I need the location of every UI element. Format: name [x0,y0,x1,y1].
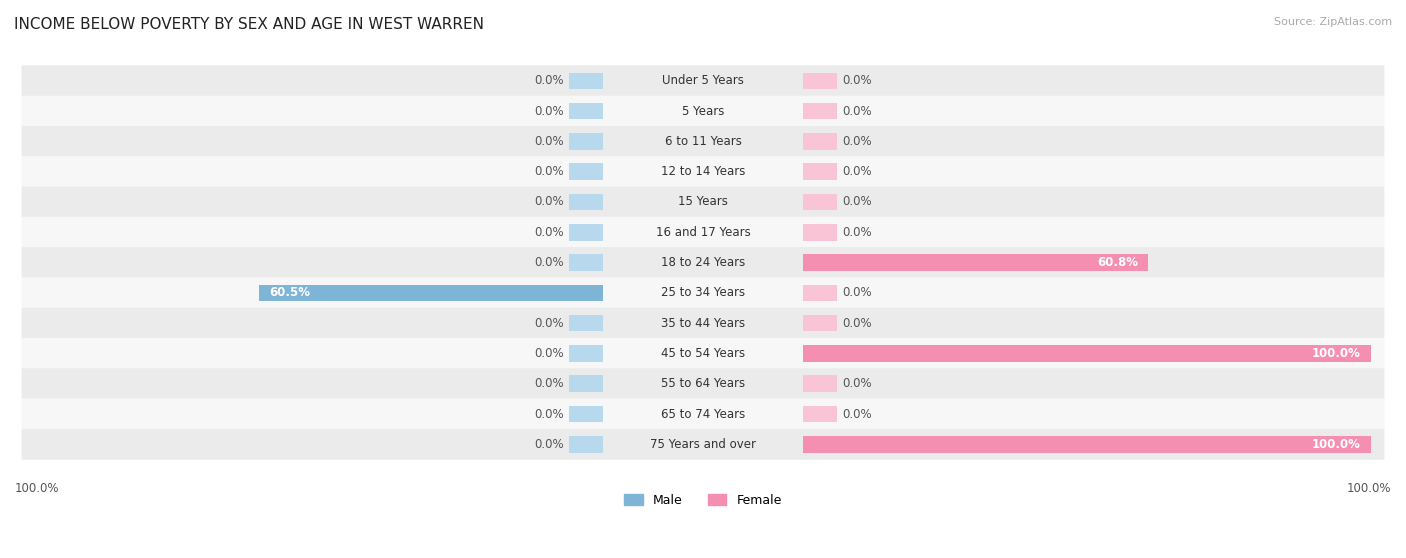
Text: 0.0%: 0.0% [842,195,872,209]
Text: 0.0%: 0.0% [534,347,564,360]
Text: 60.5%: 60.5% [270,286,311,299]
Bar [803,224,837,240]
Text: 0.0%: 0.0% [534,377,564,390]
Text: 5 Years: 5 Years [682,105,724,118]
Bar [569,103,603,119]
Text: 35 to 44 Years: 35 to 44 Years [661,316,745,330]
Text: 100.0%: 100.0% [1312,347,1361,360]
Bar [803,345,1371,362]
Bar [803,254,1149,271]
Text: 100.0%: 100.0% [15,482,59,495]
Bar [569,345,603,362]
Text: 100.0%: 100.0% [1312,438,1361,451]
Bar [803,406,837,422]
Text: 0.0%: 0.0% [842,165,872,178]
Text: 6 to 11 Years: 6 to 11 Years [665,135,741,148]
Bar [569,436,603,453]
FancyBboxPatch shape [21,338,1385,369]
FancyBboxPatch shape [21,398,1385,430]
Text: 0.0%: 0.0% [534,195,564,209]
Text: 0.0%: 0.0% [534,438,564,451]
Text: Source: ZipAtlas.com: Source: ZipAtlas.com [1274,17,1392,27]
Text: 65 to 74 Years: 65 to 74 Years [661,407,745,421]
Text: INCOME BELOW POVERTY BY SEX AND AGE IN WEST WARREN: INCOME BELOW POVERTY BY SEX AND AGE IN W… [14,17,484,32]
Bar [803,163,837,180]
FancyBboxPatch shape [21,156,1385,187]
FancyBboxPatch shape [21,217,1385,248]
Bar [803,315,837,331]
FancyBboxPatch shape [21,307,1385,339]
FancyBboxPatch shape [21,429,1385,460]
Text: Under 5 Years: Under 5 Years [662,74,744,88]
FancyBboxPatch shape [21,95,1385,127]
Bar [569,194,603,210]
Text: 0.0%: 0.0% [534,165,564,178]
Text: 0.0%: 0.0% [842,135,872,148]
Text: 0.0%: 0.0% [842,105,872,118]
Text: 0.0%: 0.0% [842,226,872,239]
FancyBboxPatch shape [21,65,1385,97]
Text: 45 to 54 Years: 45 to 54 Years [661,347,745,360]
Text: 0.0%: 0.0% [842,74,872,88]
Text: 0.0%: 0.0% [842,316,872,330]
Bar [803,285,837,301]
Bar [569,73,603,89]
Text: 12 to 14 Years: 12 to 14 Years [661,165,745,178]
Bar [259,285,603,301]
Bar [569,163,603,180]
FancyBboxPatch shape [21,186,1385,218]
Text: 60.8%: 60.8% [1097,256,1139,269]
Text: 0.0%: 0.0% [534,407,564,421]
Legend: Male, Female: Male, Female [619,489,787,512]
Text: 0.0%: 0.0% [534,226,564,239]
Bar [803,194,837,210]
Text: 15 Years: 15 Years [678,195,728,209]
Text: 18 to 24 Years: 18 to 24 Years [661,256,745,269]
Text: 0.0%: 0.0% [534,135,564,148]
Text: 0.0%: 0.0% [842,407,872,421]
Bar [803,133,837,150]
FancyBboxPatch shape [21,247,1385,278]
Bar [803,376,837,392]
FancyBboxPatch shape [21,126,1385,157]
Bar [569,224,603,240]
Text: 0.0%: 0.0% [534,256,564,269]
Text: 75 Years and over: 75 Years and over [650,438,756,451]
Bar [569,376,603,392]
Text: 0.0%: 0.0% [842,286,872,299]
Text: 100.0%: 100.0% [1347,482,1391,495]
Bar [803,436,1371,453]
FancyBboxPatch shape [21,277,1385,309]
Bar [803,103,837,119]
Bar [569,254,603,271]
Text: 0.0%: 0.0% [842,377,872,390]
Bar [569,133,603,150]
Bar [569,315,603,331]
Text: 25 to 34 Years: 25 to 34 Years [661,286,745,299]
Bar [569,406,603,422]
Text: 0.0%: 0.0% [534,316,564,330]
Bar [803,73,837,89]
Text: 0.0%: 0.0% [534,74,564,88]
Text: 16 and 17 Years: 16 and 17 Years [655,226,751,239]
Text: 55 to 64 Years: 55 to 64 Years [661,377,745,390]
FancyBboxPatch shape [21,368,1385,399]
Text: 0.0%: 0.0% [534,105,564,118]
